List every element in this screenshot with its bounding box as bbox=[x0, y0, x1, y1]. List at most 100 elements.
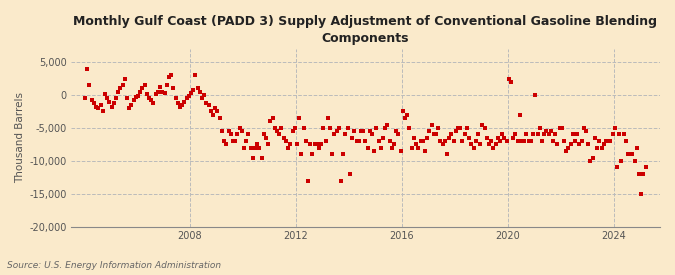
Point bbox=[252, 142, 263, 147]
Point bbox=[199, 93, 210, 97]
Point bbox=[610, 126, 620, 130]
Point bbox=[311, 142, 322, 147]
Point bbox=[248, 155, 259, 160]
Point bbox=[117, 83, 128, 87]
Point bbox=[210, 106, 221, 110]
Point bbox=[545, 129, 556, 133]
Point bbox=[217, 129, 227, 133]
Point bbox=[375, 145, 386, 150]
Point bbox=[93, 106, 104, 110]
Point bbox=[225, 132, 236, 137]
Point bbox=[614, 132, 624, 137]
Point bbox=[290, 126, 300, 130]
Point bbox=[254, 145, 265, 150]
Point bbox=[148, 101, 159, 105]
Point bbox=[462, 126, 472, 130]
Point bbox=[316, 142, 327, 147]
Point bbox=[641, 165, 651, 170]
Point bbox=[294, 116, 304, 120]
Point bbox=[327, 152, 338, 156]
Point bbox=[580, 129, 591, 133]
Point bbox=[205, 109, 216, 114]
Point bbox=[88, 101, 99, 105]
Point bbox=[132, 94, 143, 98]
Point bbox=[119, 76, 130, 81]
Point bbox=[549, 132, 560, 137]
Point bbox=[298, 126, 309, 130]
Point bbox=[159, 91, 170, 95]
Point bbox=[638, 172, 649, 176]
Point bbox=[541, 129, 551, 133]
Point bbox=[453, 126, 464, 130]
Point bbox=[612, 165, 622, 170]
Point bbox=[102, 96, 113, 100]
Point bbox=[592, 145, 603, 150]
Point bbox=[281, 139, 292, 143]
Point bbox=[481, 136, 492, 140]
Point bbox=[492, 136, 503, 140]
Point bbox=[444, 136, 455, 140]
Point bbox=[161, 83, 172, 87]
Point bbox=[400, 116, 410, 120]
Point bbox=[203, 103, 214, 107]
Point bbox=[620, 139, 631, 143]
Point bbox=[382, 122, 393, 127]
Point bbox=[186, 91, 196, 95]
Point bbox=[502, 139, 512, 143]
Point bbox=[510, 132, 521, 137]
Point bbox=[448, 139, 459, 143]
Point bbox=[318, 126, 329, 130]
Point bbox=[497, 132, 508, 137]
Point bbox=[166, 73, 177, 78]
Y-axis label: Thousand Barrels: Thousand Barrels bbox=[15, 92, 25, 183]
Point bbox=[572, 132, 583, 137]
Point bbox=[634, 172, 645, 176]
Point bbox=[539, 132, 549, 137]
Point bbox=[532, 132, 543, 137]
Point bbox=[404, 126, 415, 130]
Point bbox=[234, 126, 245, 130]
Point bbox=[470, 139, 481, 143]
Point bbox=[267, 116, 278, 120]
Point bbox=[585, 159, 596, 163]
Point bbox=[238, 145, 249, 150]
Point bbox=[417, 139, 428, 143]
Point bbox=[109, 101, 119, 105]
Point bbox=[506, 80, 516, 84]
Point bbox=[223, 129, 234, 133]
Point bbox=[144, 96, 155, 100]
Point bbox=[424, 129, 435, 133]
Point bbox=[422, 136, 433, 140]
Point bbox=[305, 142, 316, 147]
Point bbox=[371, 126, 382, 130]
Point bbox=[356, 129, 367, 133]
Point bbox=[574, 142, 585, 147]
Point bbox=[329, 132, 340, 137]
Point bbox=[335, 178, 346, 183]
Point bbox=[263, 142, 273, 147]
Point bbox=[631, 145, 642, 150]
Point bbox=[347, 136, 358, 140]
Point bbox=[486, 139, 497, 143]
Point bbox=[243, 132, 254, 137]
Point bbox=[483, 142, 494, 147]
Point bbox=[192, 86, 203, 91]
Point bbox=[455, 126, 466, 130]
Point bbox=[583, 142, 594, 147]
Point bbox=[391, 129, 402, 133]
Point bbox=[516, 139, 527, 143]
Point bbox=[554, 126, 565, 130]
Point bbox=[194, 89, 205, 94]
Point bbox=[559, 139, 570, 143]
Point bbox=[172, 101, 183, 105]
Point bbox=[283, 145, 294, 150]
Point bbox=[607, 132, 618, 137]
Point bbox=[429, 132, 439, 137]
Point bbox=[124, 106, 134, 110]
Point bbox=[384, 139, 395, 143]
Point bbox=[300, 139, 311, 143]
Point bbox=[561, 149, 572, 153]
Point bbox=[340, 132, 351, 137]
Point bbox=[320, 139, 331, 143]
Point bbox=[90, 105, 101, 109]
